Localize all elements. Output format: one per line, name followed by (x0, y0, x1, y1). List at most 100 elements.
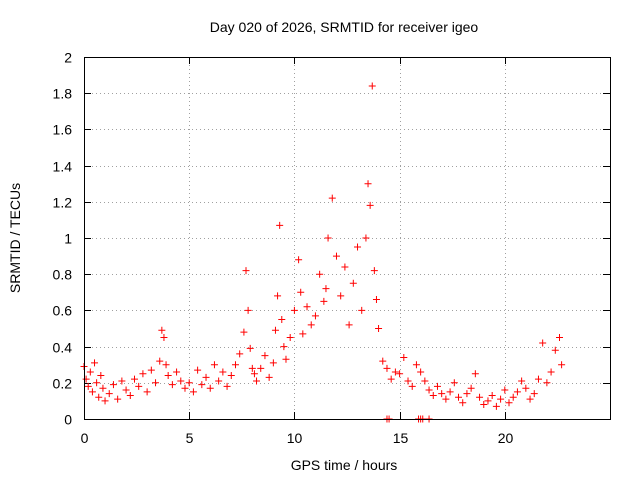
y-tick-label: 0 (64, 412, 72, 428)
data-point (82, 375, 90, 383)
data-point (558, 361, 566, 369)
data-point (194, 366, 202, 374)
data-point (118, 377, 126, 385)
data-point (322, 285, 330, 293)
data-point (86, 368, 94, 376)
data-point (526, 395, 534, 403)
data-point (202, 373, 210, 381)
data-point (135, 382, 143, 390)
data-point (130, 375, 138, 383)
data-point (185, 379, 193, 387)
x-tick-label: 5 (186, 430, 194, 446)
data-point (244, 306, 252, 314)
data-point (556, 334, 564, 342)
data-point (505, 399, 513, 407)
data-point (280, 343, 288, 351)
y-tick-label: 0.6 (53, 303, 73, 319)
y-tick-label: 1 (64, 231, 72, 247)
data-point (362, 234, 370, 242)
data-point (349, 279, 357, 287)
data-point (421, 377, 429, 385)
data-point (372, 296, 380, 304)
data-point (248, 364, 256, 372)
data-point (88, 388, 96, 396)
data-point (253, 377, 261, 385)
y-tick-label: 1.8 (53, 86, 73, 102)
data-point (147, 366, 155, 374)
data-point (282, 355, 290, 363)
data-point (433, 382, 441, 390)
data-point (379, 357, 387, 365)
data-point (387, 375, 395, 383)
plot-frame (84, 57, 611, 420)
data-point (484, 397, 492, 405)
data-point (396, 370, 404, 378)
data-point (438, 390, 446, 398)
data-point (345, 321, 353, 329)
axis-ticks: 00.20.40.60.811.21.41.61.820 5 10 15 20 (53, 50, 610, 446)
x-axis-label: GPS time / hours (291, 457, 398, 473)
data-point (231, 361, 239, 369)
data-point (341, 263, 349, 271)
data-point (97, 372, 105, 380)
data-point (143, 388, 151, 396)
data-point (463, 390, 471, 398)
data-point (152, 379, 160, 387)
data-point (518, 377, 526, 385)
data-point (93, 379, 101, 387)
data-point (328, 194, 336, 202)
x-tick-label: 15 (393, 430, 409, 446)
data-point (198, 381, 206, 389)
y-tick-label: 1.6 (53, 122, 73, 138)
data-point (236, 350, 244, 358)
data-point (109, 381, 117, 389)
data-point (497, 395, 505, 403)
data-point (316, 270, 324, 278)
data-point (480, 401, 488, 409)
data-point (177, 377, 185, 385)
y-tick-label: 0.2 (53, 376, 73, 392)
data-point (156, 357, 164, 365)
x-tick-label: 10 (287, 430, 303, 446)
data-point (303, 303, 311, 311)
data-point (332, 252, 340, 260)
y-tick-label: 0.4 (53, 340, 73, 356)
y-tick-label: 1.4 (53, 159, 73, 175)
data-point (358, 306, 366, 314)
data-point (227, 372, 235, 380)
data-point (261, 352, 269, 360)
data-point (522, 384, 530, 392)
data-point (404, 377, 412, 385)
data-point (442, 395, 450, 403)
data-point (158, 326, 166, 334)
data-point (370, 267, 378, 275)
grid (84, 57, 610, 419)
data-point (471, 370, 479, 378)
data-point (290, 306, 298, 314)
data-point (476, 393, 484, 401)
data-point (459, 399, 467, 407)
data-point (513, 388, 521, 396)
y-tick-label: 1.2 (53, 195, 73, 211)
data-point (492, 402, 500, 410)
data-point (91, 359, 99, 367)
data-point (400, 353, 408, 361)
data-point (189, 388, 197, 396)
data-point (105, 390, 113, 398)
data-point (446, 388, 454, 396)
data-point (278, 315, 286, 323)
data-point (429, 391, 437, 399)
data-point (530, 390, 538, 398)
data-point (307, 321, 315, 329)
data-point (366, 201, 374, 209)
data-point (114, 395, 122, 403)
data-point (286, 334, 294, 342)
data-point (534, 375, 542, 383)
data-point (164, 372, 172, 380)
data-point (219, 368, 227, 376)
data-point (276, 221, 284, 229)
data-point (354, 243, 362, 251)
data-point (160, 334, 168, 342)
data-point (539, 339, 547, 347)
data-point (364, 180, 372, 188)
